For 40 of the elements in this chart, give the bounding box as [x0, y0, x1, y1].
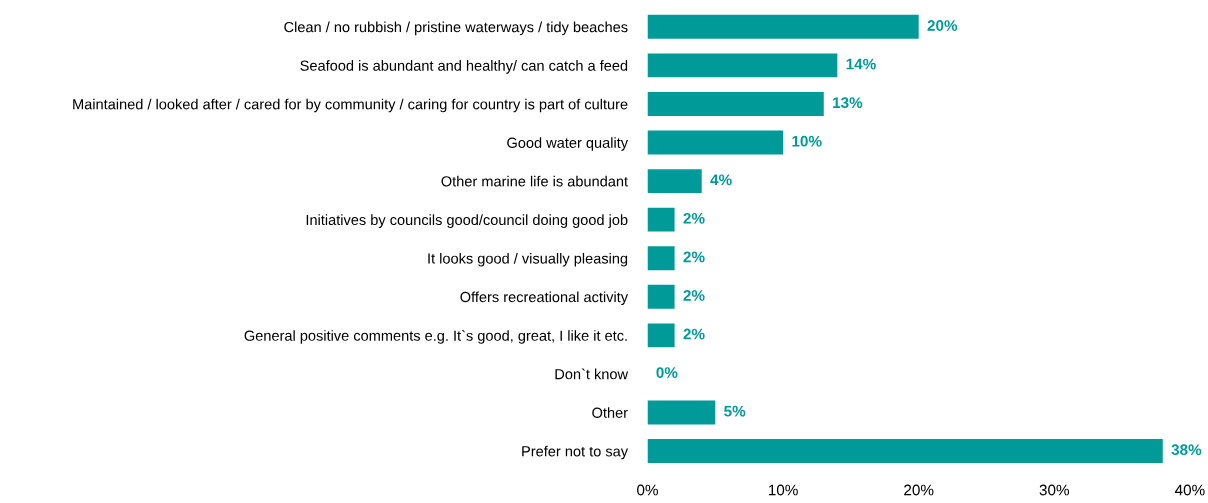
y-tick-label: Other marine life is abundant — [441, 175, 628, 187]
x-tick-label: 0% — [637, 484, 658, 496]
y-tick-label: Seafood is abundant and healthy/ can catch a feed — [300, 60, 628, 74]
data-label: 10% — [792, 135, 822, 147]
y-tick-label: General positive comments e.g. It`s good, great, I like it etc. — [244, 329, 627, 344]
bar — [647, 92, 824, 116]
y-tick-label: Initiatives by councils good/council doing good job — [306, 214, 628, 228]
data-label: 4% — [710, 174, 732, 186]
bar — [647, 439, 1163, 463]
data-label: 2% — [683, 290, 705, 301]
bar — [647, 284, 675, 309]
data-label: 13% — [833, 97, 863, 109]
y-tick-label: Good water quality — [507, 137, 629, 151]
data-label: 2% — [683, 251, 705, 263]
data-label: 38% — [1171, 444, 1202, 456]
bar — [647, 323, 675, 348]
data-label: 0% — [656, 367, 678, 378]
data-label: 5% — [724, 405, 746, 417]
y-tick-label: Clean / no rubbish / pristine waterways / tidy beaches — [284, 21, 628, 36]
bar — [647, 169, 702, 194]
bar — [647, 53, 838, 78]
x-tick-label: 20% — [904, 484, 934, 496]
y-tick-label: Don`t know — [555, 368, 629, 380]
x-tick-label: 40% — [1174, 484, 1205, 496]
x-tick-label: 10% — [768, 484, 798, 496]
y-tick-label: Other — [592, 407, 628, 418]
data-label: 14% — [846, 58, 876, 70]
y-tick-label: It looks good / visually pleasing — [428, 252, 628, 267]
x-tick-label: 30% — [1039, 484, 1070, 496]
y-tick-label: Maintained / looked after / cared for by community / caring for country is part of culture — [73, 98, 628, 113]
y-tick-label: Prefer not to say — [522, 445, 629, 460]
bar — [647, 400, 716, 425]
data-label: 20% — [927, 20, 958, 31]
y-tick-label: Offers recreational activity — [460, 291, 629, 306]
bar — [647, 246, 675, 271]
data-label: 2% — [683, 212, 705, 224]
data-label: 2% — [683, 328, 705, 340]
bar — [647, 207, 675, 232]
bar — [647, 130, 784, 155]
bar — [647, 14, 919, 39]
